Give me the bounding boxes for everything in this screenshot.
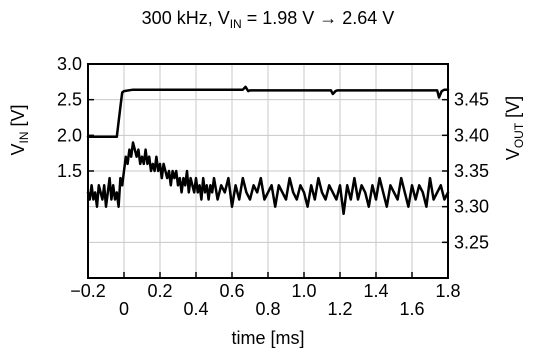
vin-series-line	[86, 85, 450, 139]
x-tick-label: 1.0	[291, 281, 316, 301]
x-tick-label: 0.2	[147, 281, 172, 301]
x-axis-label: time [ms]	[231, 328, 304, 348]
right-y-axis-label-main: V	[503, 148, 523, 160]
tick-group: −0.2 0 0.2 0.4 0.6 0.8 1.0 1.2 1.4 1.6 1.8 3.45 3.40…	[57, 54, 489, 319]
x-tick-label: 0.6	[219, 281, 244, 301]
left-y-tick-label: 3.0	[57, 54, 82, 74]
chart-title-subscript: IN	[230, 17, 242, 31]
x-tick-label: 1.2	[327, 299, 352, 319]
x-tick-label: −0.2	[70, 281, 106, 301]
x-tick-label: 1.4	[363, 281, 388, 301]
chart-title-prefix: 300 kHz, V	[142, 8, 230, 28]
x-tick-label: 1.6	[399, 299, 424, 319]
x-tick-label: 0.4	[183, 299, 208, 319]
right-y-axis-label: VOUT [V]	[503, 96, 526, 160]
right-y-tick-label: 3.25	[454, 232, 489, 252]
right-y-tick-label: 3.30	[454, 197, 489, 217]
right-y-tick-label: 3.35	[454, 161, 489, 181]
series-group	[86, 85, 450, 216]
right-y-axis-label-unit: [V]	[503, 96, 523, 123]
left-y-tick-label: 2.5	[57, 90, 82, 110]
chart-title-suffix: = 1.98 V → 2.64 V	[242, 8, 395, 28]
vout-series-line	[86, 141, 450, 216]
left-y-axis-label: VIN [V]	[8, 104, 31, 155]
x-tick-label: 0.8	[255, 299, 280, 319]
left-y-axis-label-main: V	[8, 144, 28, 156]
grid-lines	[88, 64, 448, 278]
x-tick-label: 1.8	[435, 281, 460, 301]
left-y-tick-label: 1.5	[57, 161, 82, 181]
left-y-axis-label-unit: [V]	[8, 104, 28, 131]
x-tick-label: 0	[119, 299, 129, 319]
right-y-tick-label: 3.45	[454, 90, 489, 110]
right-y-tick-label: 3.40	[454, 125, 489, 145]
chart-title: 300 kHz, VIN = 1.98 V → 2.64 V	[142, 8, 395, 31]
right-y-axis-label-subscript: OUT	[512, 122, 526, 148]
left-y-tick-label: 2.0	[57, 125, 82, 145]
left-y-axis-label-subscript: IN	[17, 132, 31, 144]
